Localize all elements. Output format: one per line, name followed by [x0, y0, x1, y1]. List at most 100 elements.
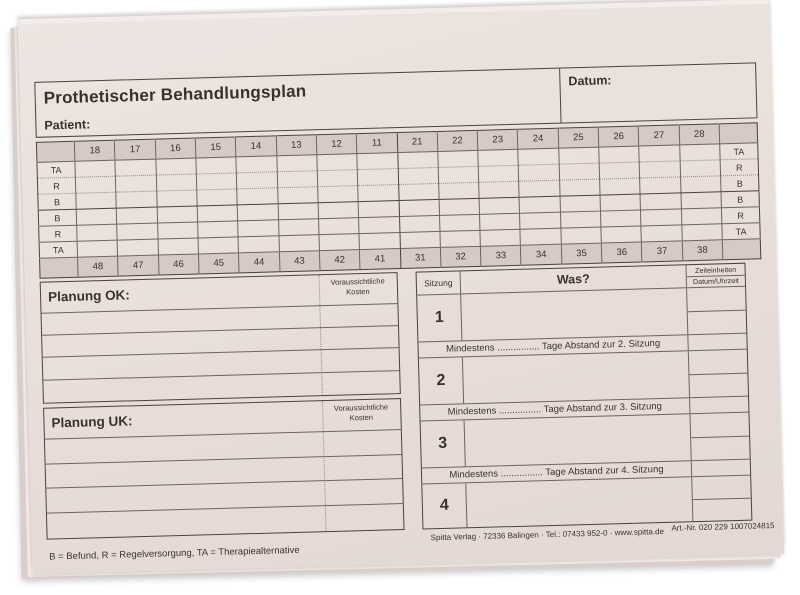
sitzung-row-4: 4 [422, 475, 751, 529]
tooth-entry-cell [519, 212, 561, 230]
session-number: 2 [418, 357, 465, 405]
tooth-entry-cell [639, 160, 681, 178]
tooth-entry-cell [477, 149, 519, 167]
tooth-entry-cell [196, 172, 237, 190]
tooth-entry-cell [639, 144, 680, 163]
planung-ok-label: Planung OK: [47, 287, 131, 305]
tooth-entry-cell [197, 220, 239, 238]
tooth-entry-cell [600, 193, 641, 212]
tooth-entry-cell [639, 176, 681, 194]
tooth-entry-cell [399, 215, 440, 233]
form-page: Prothetischer Behandlungsplan Patient: D… [17, 3, 785, 575]
tooth-entry-cell [520, 228, 562, 246]
tooth-entry-cell [558, 163, 600, 181]
tooth-number: 28 [678, 123, 720, 145]
tooth-entry-cell [439, 230, 481, 248]
tooth-number: 27 [638, 124, 680, 147]
tooth-entry-cell [277, 202, 319, 220]
datum-label: Datum: [568, 73, 612, 89]
tooth-entry-cell [680, 191, 722, 209]
tooth-entry-cell [157, 221, 198, 240]
tooth-number: 41 [359, 248, 401, 270]
kosten-header-label: Voraussichtliche Kosten [330, 276, 385, 297]
tooth-entry-cell [518, 164, 560, 182]
datum-box: Datum: [559, 63, 757, 123]
tooth-entry-cell [397, 167, 439, 185]
tooth-entry-cell [438, 182, 480, 200]
tooth-entry-cell [157, 237, 199, 256]
tooth-entry-cell [640, 192, 682, 210]
datum-uhrzeit-entry-cell [691, 436, 750, 460]
form-title: Prothetischer Behandlungsplan [43, 81, 307, 108]
tooth-entry-cell [74, 160, 116, 178]
lower-section: Planung OK: Voraussichtliche Kosten Plan… [39, 262, 769, 540]
datum-uhrzeit-entry-cell [689, 373, 748, 397]
tooth-number: 16 [154, 138, 196, 160]
row-label-left: TA [39, 241, 78, 259]
tooth-entry-cell [237, 203, 279, 221]
row-label-left: B [38, 209, 77, 227]
tooth-entry-cell [479, 213, 521, 231]
tooth-entry-cell [236, 155, 277, 173]
tooth-entry-cell [155, 173, 197, 192]
tooth-entry-cell [600, 225, 642, 244]
tooth-number: 35 [561, 243, 602, 265]
tooth-entry-cell [480, 229, 521, 247]
tooth-entry-cell [599, 162, 640, 180]
row-label-left: R [37, 177, 76, 195]
tooth-number: 14 [235, 135, 277, 157]
tooth-number: 12 [316, 133, 358, 155]
tooth-entry-cell [76, 224, 118, 242]
tooth-entry-cell [197, 236, 239, 254]
tooth-number: 36 [601, 241, 643, 264]
tooth-entry-cell [357, 152, 398, 170]
row-label-right: B [720, 190, 760, 208]
tooth-entry-cell [318, 233, 360, 251]
row-label-left: R [38, 225, 78, 243]
tooth-entry-cell [276, 154, 318, 172]
was-entry-cell [464, 414, 692, 467]
tooth-entry-cell [519, 196, 561, 214]
tooth-entry-cell [560, 211, 601, 229]
tooth-number: 25 [557, 127, 599, 149]
sitzung-table: Sitzung Was? Zeiteinheiten Datum/Uhrzeit… [415, 262, 753, 530]
zeiteinheiten-entry-cell [692, 475, 751, 500]
corner-cell [722, 238, 761, 260]
behandlungsplan-form: Prothetischer Behandlungsplan Patient: D… [34, 62, 775, 563]
tooth-entry-cell [195, 156, 237, 174]
tooth-entry-cell [679, 159, 721, 177]
datum-uhrzeit-entry-cell [688, 310, 747, 334]
tooth-entry-cell [558, 147, 600, 165]
tooth-number: 38 [681, 239, 723, 261]
row-label-right: TA [735, 226, 747, 237]
tooth-entry-cell [117, 239, 159, 257]
publisher-imprint: Spitta Verlag · 72336 Balingen · Tel.: 0… [430, 526, 665, 543]
tooth-entry-cell [358, 200, 400, 218]
tooth-number: 31 [399, 247, 441, 269]
tooth-number: 37 [641, 240, 683, 262]
tooth-entry-cell [116, 207, 158, 225]
tooth-entry-cell [559, 179, 601, 197]
zeiteinheiten-entry-cell [688, 349, 748, 375]
tooth-entry-cell [680, 175, 721, 193]
tooth-number: 26 [598, 126, 640, 148]
time-entry-cells [687, 286, 747, 335]
row-label-right: R [720, 158, 759, 176]
was-entry-cell [461, 288, 689, 341]
tooth-entry-cell [75, 192, 117, 210]
planung-uk-label: Planung UK: [51, 413, 133, 431]
tooth-entry-cell [156, 205, 198, 224]
teeth-chart-table: 18 17 16 15 14 13 12 11 21 22 23 24 25 2… [35, 122, 762, 279]
time-column-headers: Zeiteinheiten Datum/Uhrzeit [686, 263, 745, 288]
tooth-number: 47 [117, 255, 159, 277]
zeiteinheiten-entry-cell [690, 412, 750, 438]
tooth-entry-cell [238, 235, 280, 253]
session-number: 3 [420, 420, 466, 468]
tooth-number: 42 [319, 249, 361, 271]
tooth-entry-cell [318, 201, 359, 219]
time-entry-cells [692, 475, 751, 522]
tooth-entry-cell [116, 223, 158, 241]
tooth-entry-cell [397, 151, 439, 169]
tooth-entry-cell [641, 224, 682, 242]
